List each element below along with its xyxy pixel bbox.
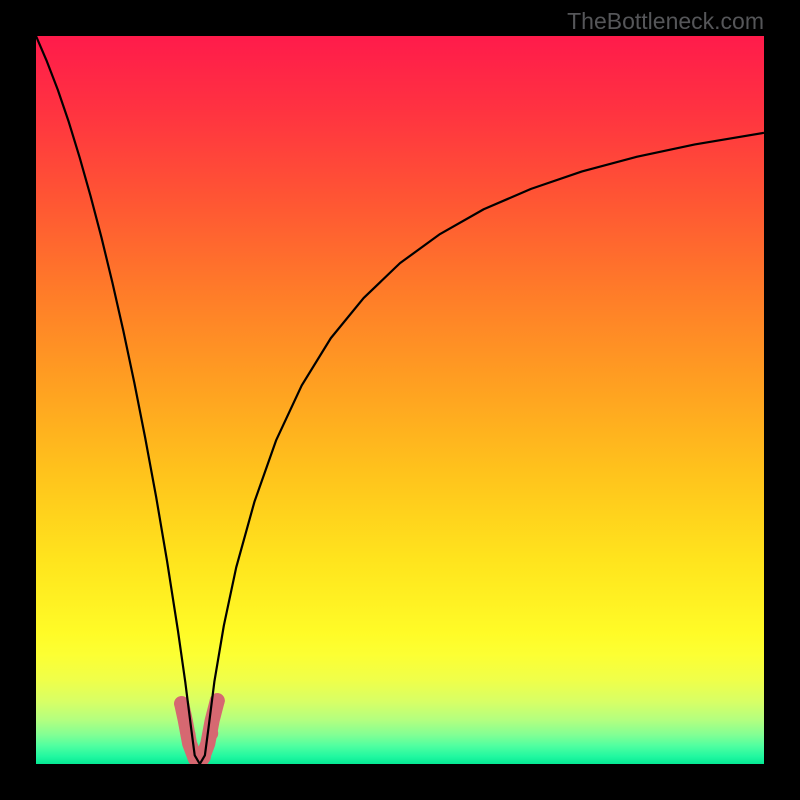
chart-root: TheBottleneck.com <box>0 0 800 800</box>
trough-marker-dot <box>203 726 218 741</box>
plot-area <box>36 36 764 764</box>
curve-layer <box>36 36 764 764</box>
bottleneck-curve <box>36 36 764 764</box>
watermark-text: TheBottleneck.com <box>567 8 764 35</box>
